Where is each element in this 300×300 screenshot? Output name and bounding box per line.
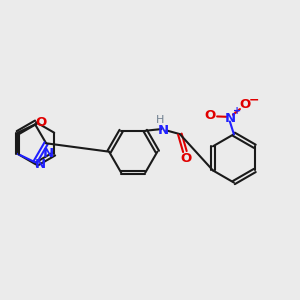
Text: N: N	[224, 112, 236, 124]
Text: −: −	[249, 94, 259, 107]
Text: N: N	[35, 158, 46, 171]
Text: O: O	[35, 116, 46, 129]
Text: N: N	[43, 147, 54, 161]
Text: N: N	[158, 124, 169, 137]
Text: O: O	[204, 109, 215, 122]
Text: H: H	[155, 115, 164, 125]
Text: O: O	[240, 98, 251, 111]
Text: +: +	[233, 106, 241, 116]
Text: O: O	[180, 152, 191, 165]
